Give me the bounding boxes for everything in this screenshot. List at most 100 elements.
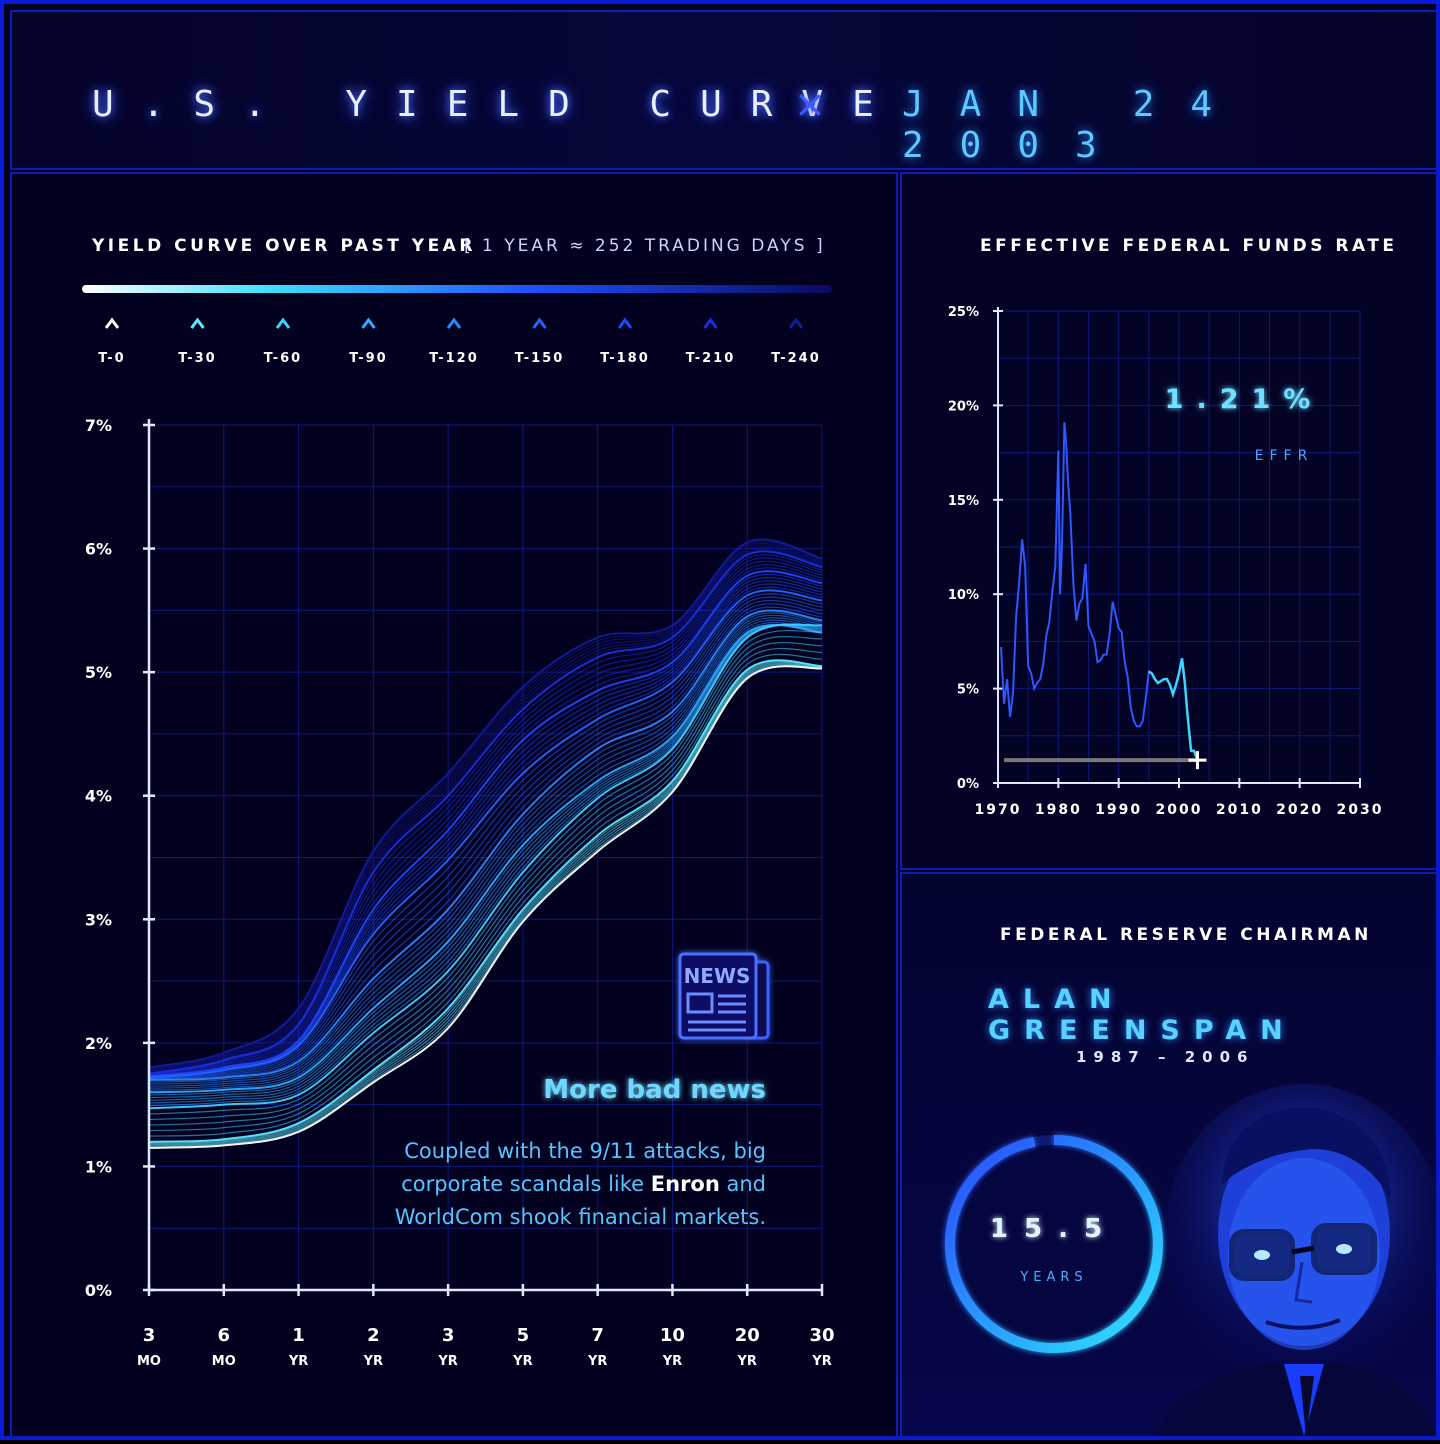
effr-y-tick-label: 0%: [957, 777, 979, 792]
yield-series-interpolated: [148, 662, 823, 1146]
legend-label: T-120: [429, 351, 479, 366]
x-tick-unit: YR: [662, 1354, 682, 1369]
effr-current-value: 1.21%: [1165, 384, 1324, 415]
effr-current-label: EFFR: [1255, 448, 1314, 464]
x-tick-label: 7: [591, 1325, 604, 1346]
legend-chevron-icon: [617, 317, 633, 329]
y-tick-label: 3%: [85, 910, 112, 929]
yield-series-interpolated: [148, 557, 823, 1076]
effr-y-tick-label: 20%: [948, 399, 979, 414]
yield-series-interpolated: [148, 629, 823, 1115]
legend-chevron-icon: [532, 317, 547, 329]
yield-series-interpolated: [148, 663, 823, 1147]
yield-series-interpolated: [148, 660, 823, 1144]
y-tick-label: 4%: [85, 787, 112, 806]
yield-series-interpolated: [148, 554, 823, 1075]
x-tick-unit: MO: [137, 1354, 161, 1369]
yield-series-t-30: [148, 659, 823, 1143]
effr-current-marker: [1188, 751, 1207, 770]
legend-chevron-icon: [190, 317, 205, 329]
x-tick-unit: MO: [212, 1354, 236, 1369]
effr-gridlines: [997, 310, 1361, 784]
legend-label: T-180: [600, 351, 650, 366]
yield-series-interpolated: [148, 661, 823, 1145]
chart-canvas: T-0 T-30 T-60 T-90 T-120 T-150 T-180 T-210 T-240…: [82, 285, 1440, 1436]
header-bar: U.S. YIELD CURVE × JAN 24 2003: [10, 10, 1438, 170]
legend-label: T-240: [771, 351, 821, 366]
effr-x-tick-label: 2020: [1276, 802, 1323, 818]
yield-series-interpolated: [148, 653, 823, 1137]
portrait-photo: [1154, 1084, 1440, 1436]
tenure-unit: YEARS: [1019, 1270, 1087, 1285]
y-tick-label: 2%: [85, 1034, 112, 1053]
effr-x-tick-label: 1970: [975, 802, 1022, 818]
effr-y-tick-label: 25%: [948, 305, 979, 320]
chairman-term: 1987 – 2006: [1076, 1048, 1255, 1066]
yield-series-interpolated: [148, 647, 823, 1132]
yield-series-interpolated: [148, 612, 823, 1083]
effr-x-tick-label: 2010: [1216, 802, 1263, 818]
yield-series-t-0: [148, 665, 823, 1149]
x-tick-label: 3: [442, 1325, 455, 1346]
yield-series-interpolated: [148, 619, 823, 1089]
yield-gridlines: [148, 424, 823, 1291]
yield-series-t-150: [148, 589, 823, 1079]
y-tick-label: 7%: [85, 416, 112, 435]
yield-series-interpolated: [148, 624, 823, 1096]
x-tick-unit: YR: [587, 1354, 607, 1369]
legend-chevron-icon: [446, 317, 462, 329]
effr-y-tick-label: 10%: [948, 588, 979, 603]
chairman-panel-title: FEDERAL RESERVE CHAIRMAN: [1000, 925, 1372, 945]
yield-series-interpolated: [148, 596, 823, 1079]
effr-y-tick-label: 5%: [957, 683, 979, 698]
yield-series-t-240: [148, 538, 823, 1069]
legend-chevron-icon: [361, 317, 376, 329]
yield-series-interpolated: [148, 624, 823, 1104]
yield-series-interpolated: [148, 635, 823, 1121]
yield-series-interpolated: [148, 603, 823, 1080]
x-tick-unit: YR: [288, 1354, 308, 1369]
x-tick-label: 3: [143, 1325, 156, 1346]
x-tick-label: 5: [517, 1325, 530, 1346]
newspaper-icon: [678, 952, 770, 1040]
y-tick-label: 6%: [85, 540, 112, 559]
legend-gradient-bar: [82, 285, 832, 293]
yield-series-interpolated: [148, 544, 823, 1072]
title-separator: ×: [794, 82, 826, 126]
y-tick-label: 0%: [85, 1281, 112, 1300]
yield-series-interpolated: [148, 560, 823, 1076]
x-tick-unit: YR: [811, 1354, 831, 1369]
y-tick-label: 5%: [85, 663, 112, 682]
legend-label: T-150: [515, 351, 565, 366]
yield-series-t-90: [148, 623, 823, 1094]
x-tick-label: 30: [809, 1325, 834, 1346]
effr-x-tick-label: 1990: [1095, 802, 1142, 818]
yield-series-interpolated: [148, 564, 823, 1076]
yield-series-t-210: [148, 550, 823, 1075]
effr-line: [1000, 422, 1199, 761]
effr-x-tick-label: 2000: [1156, 802, 1203, 818]
yield-axes: 0% 1% 2% 3% 4% 5% 6% 7% 3 MO 6 MO 1 YR 2 YR 3 YR 5 YR 7 YR 10 Y…: [85, 416, 835, 1369]
legend: T-0 T-30 T-60 T-90 T-120 T-150 T-180 T-210 T-240: [98, 317, 821, 366]
x-tick-unit: YR: [363, 1354, 383, 1369]
effr-line-recent: [1148, 658, 1199, 761]
news-icon-label: NEWS: [684, 964, 751, 988]
yield-curve-panel: YIELD CURVE OVER PAST YEAR [ 1 YEAR ≈ 25…: [10, 172, 898, 1438]
yield-panel-subtitle: [ 1 YEAR ≈ 252 TRADING DAYS ]: [464, 236, 826, 256]
yield-series-interpolated: [148, 621, 823, 1091]
tenure-value: 15.5: [990, 1214, 1118, 1244]
yield-series-interpolated: [148, 606, 823, 1081]
effr-x-tick-label: 2030: [1337, 802, 1384, 818]
x-tick-label: 1: [292, 1325, 305, 1346]
yield-series-interpolated: [148, 548, 823, 1074]
effr-axes: 0% 5% 10% 15% 20% 25% 1970 1980 1990 2000 2010 2020…: [948, 305, 1384, 818]
legend-label: T-0: [98, 351, 125, 366]
yield-panel-title: YIELD CURVE OVER PAST YEAR: [92, 236, 476, 256]
x-tick-label: 20: [735, 1325, 760, 1346]
yield-series-interpolated: [148, 599, 823, 1080]
yield-series-interpolated: [148, 614, 823, 1085]
yield-series-interpolated: [148, 641, 823, 1126]
x-tick-label: 10: [660, 1325, 685, 1346]
y-tick-label: 1%: [85, 1157, 112, 1176]
legend-label: T-60: [264, 351, 302, 366]
